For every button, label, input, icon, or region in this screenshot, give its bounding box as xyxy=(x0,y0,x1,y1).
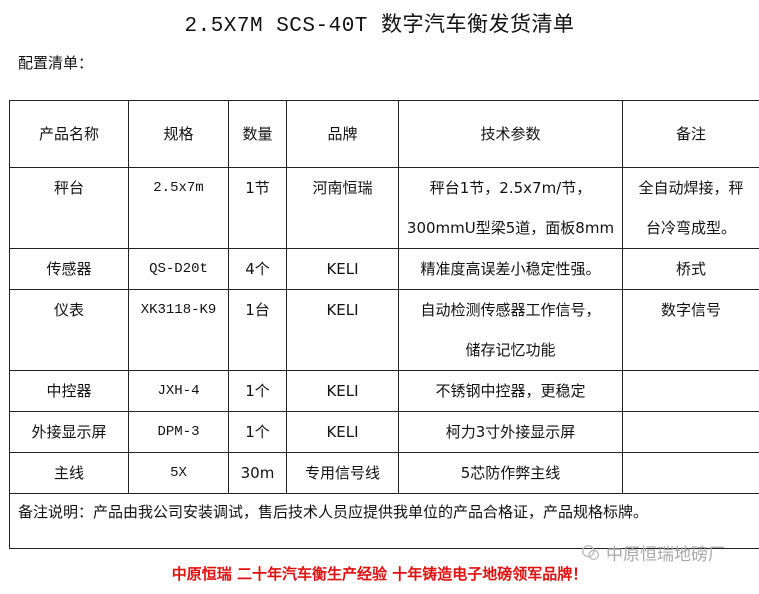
params-line: 5芯防作弊主线 xyxy=(460,464,561,482)
shipping-list-table: 产品名称 规格 数量 品牌 技术参数 备注 秤台 2.5x7m 1节 河南恒瑞 秤台1节… xyxy=(9,100,759,549)
cell-name: 外接显示屏 xyxy=(9,411,129,453)
cell-remark: 数字信号 xyxy=(622,289,759,371)
header-cell: 备注 xyxy=(622,100,759,168)
table-row: 中控器 JXH-4 1个 KELI 不锈钢中控器，更稳定 xyxy=(9,370,759,412)
cell-qty: 1节 xyxy=(228,167,287,249)
watermark: 中原恒瑞地磅厂 xyxy=(580,540,725,565)
watermark-text: 中原恒瑞地磅厂 xyxy=(606,545,725,565)
table-row: 主线 5X 30m 专用信号线 5芯防作弊主线 xyxy=(9,452,759,494)
wechat-icon xyxy=(582,544,600,560)
cell-spec: DPM-3 xyxy=(128,411,229,453)
cell-remark: 全自动焊接，秤 台冷弯成型。 xyxy=(622,167,759,249)
cell-brand: KELI xyxy=(286,289,399,371)
params-line: 精准度高误差小稳定性强。 xyxy=(420,260,601,278)
header-cell: 品牌 xyxy=(286,100,399,168)
cell-remark: 桥式 xyxy=(622,248,759,290)
header-cell: 数量 xyxy=(228,100,287,168)
cell-spec: 2.5x7m xyxy=(128,167,229,249)
cell-qty: 1台 xyxy=(228,289,287,371)
note-row: 备注说明：产品由我公司安装调试，售后技术人员应提供我单位的产品合格证，产品规格标… xyxy=(9,493,759,549)
page-title: 2.5X7M SCS-40T 数字汽车衡发货清单 xyxy=(184,15,575,38)
cell-name: 主线 xyxy=(9,452,129,494)
table-header-row: 产品名称 规格 数量 品牌 技术参数 备注 xyxy=(9,100,759,168)
cell-name: 秤台 xyxy=(9,167,129,249)
cell-name: 仪表 xyxy=(9,289,129,371)
cell-brand: 专用信号线 xyxy=(286,452,399,494)
cell-params: 秤台1节，2.5x7m/节， 300mmU型梁5道，面板8mm xyxy=(398,167,623,249)
remark-line: 台冷弯成型。 xyxy=(645,219,736,237)
remark-line: 桥式 xyxy=(675,260,706,278)
cell-remark xyxy=(622,452,759,494)
cell-params: 不锈钢中控器，更稳定 xyxy=(398,370,623,412)
cell-qty: 1个 xyxy=(228,411,287,453)
cell-remark xyxy=(622,370,759,412)
cell-spec: 5X xyxy=(128,452,229,494)
cell-spec: JXH-4 xyxy=(128,370,229,412)
header-cell: 规格 xyxy=(128,100,229,168)
cell-brand: KELI xyxy=(286,411,399,453)
cell-spec: QS-D20t xyxy=(128,248,229,290)
cell-brand: 河南恒瑞 xyxy=(286,167,399,249)
header-cell: 技术参数 xyxy=(398,100,623,168)
remark-line: 全自动焊接，秤 xyxy=(638,179,744,197)
cell-remark xyxy=(622,411,759,453)
cell-brand: KELI xyxy=(286,370,399,412)
cell-qty: 30m xyxy=(228,452,287,494)
slogan: 中原恒瑞 二十年汽车衡生产经验 十年铸造电子地磅领军品牌！ xyxy=(171,565,588,583)
table-row: 秤台 2.5x7m 1节 河南恒瑞 秤台1节，2.5x7m/节， 300mmU型梁5道，面… xyxy=(9,167,759,249)
table-row: 仪表 XK3118-K9 1台 KELI 自动检测传感器工作信号， 储存记忆功能 数字信号 xyxy=(9,289,759,371)
cell-name: 传感器 xyxy=(9,248,129,290)
cell-brand: KELI xyxy=(286,248,399,290)
params-line: 储存记忆功能 xyxy=(465,341,556,359)
cell-params: 自动检测传感器工作信号， 储存记忆功能 xyxy=(398,289,623,371)
params-line: 柯力3寸外接显示屏 xyxy=(445,423,576,441)
cell-spec: XK3118-K9 xyxy=(128,289,229,371)
cell-qty: 4个 xyxy=(228,248,287,290)
remark-line: 数字信号 xyxy=(660,301,721,319)
header-cell: 产品名称 xyxy=(9,100,129,168)
cell-params: 精准度高误差小稳定性强。 xyxy=(398,248,623,290)
cell-params: 柯力3寸外接显示屏 xyxy=(398,411,623,453)
params-line: 自动检测传感器工作信号， xyxy=(420,301,601,319)
params-line: 300mmU型梁5道，面板8mm xyxy=(406,219,615,237)
params-line: 不锈钢中控器，更稳定 xyxy=(435,382,586,400)
section-label: 配置清单： xyxy=(18,54,94,72)
cell-qty: 1个 xyxy=(228,370,287,412)
params-line: 秤台1节，2.5x7m/节， xyxy=(429,179,592,197)
table-row: 外接显示屏 DPM-3 1个 KELI 柯力3寸外接显示屏 xyxy=(9,411,759,453)
table-row: 传感器 QS-D20t 4个 KELI 精准度高误差小稳定性强。 桥式 xyxy=(9,248,759,290)
cell-params: 5芯防作弊主线 xyxy=(398,452,623,494)
cell-name: 中控器 xyxy=(9,370,129,412)
note-text: 备注说明：产品由我公司安装调试，售后技术人员应提供我单位的产品合格证，产品规格标… xyxy=(9,493,759,549)
